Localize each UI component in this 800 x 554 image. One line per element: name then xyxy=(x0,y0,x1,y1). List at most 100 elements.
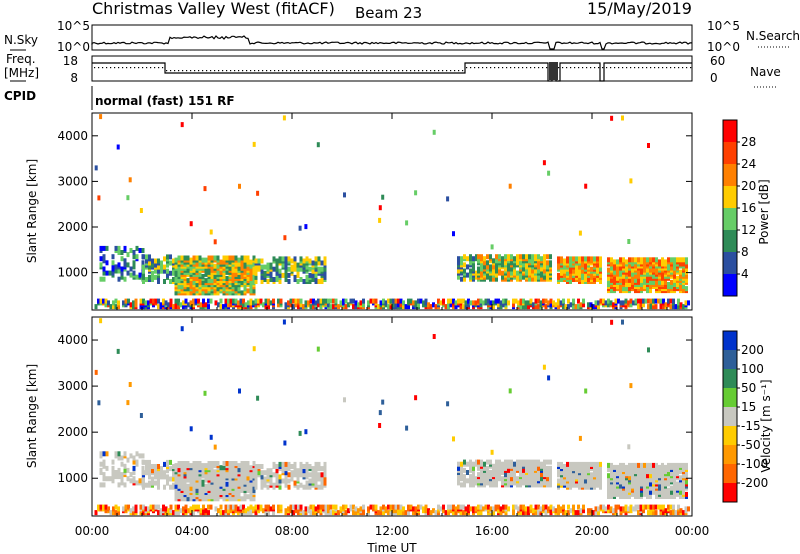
velocity-cell xyxy=(531,463,534,469)
power-cell xyxy=(480,266,483,272)
power-cell xyxy=(189,221,193,227)
power-cell xyxy=(494,298,498,304)
power-cell xyxy=(661,257,664,263)
power-cell xyxy=(142,264,145,270)
freq-gap-block xyxy=(549,62,558,80)
velocity-cell xyxy=(254,476,258,482)
power-cell xyxy=(477,254,480,260)
nsky-label: N.Sky xyxy=(4,33,38,47)
nave-dot xyxy=(474,67,476,69)
power-cell xyxy=(593,277,596,282)
velocity-cell xyxy=(439,506,443,512)
velocity-cell xyxy=(210,477,214,483)
beam-title: Beam 23 xyxy=(355,4,422,22)
power-cell xyxy=(354,304,358,310)
velocity-cell xyxy=(627,506,630,512)
velocity-cell xyxy=(417,504,420,510)
power-cell xyxy=(449,302,453,308)
velocity-cell xyxy=(492,482,495,488)
velocity-cell xyxy=(610,462,613,468)
power-cell xyxy=(409,298,413,304)
velocity-cell xyxy=(673,462,676,468)
power-cell xyxy=(667,288,670,294)
velocity-cell xyxy=(163,461,166,467)
nave-dot xyxy=(122,67,124,69)
velocity-cell xyxy=(634,494,637,499)
power-cell xyxy=(183,255,187,261)
power-cell xyxy=(634,298,638,304)
velocity-cell xyxy=(135,451,139,457)
velocity-cell xyxy=(145,482,148,488)
power-cell xyxy=(231,278,235,284)
velocity-cell xyxy=(323,480,327,486)
velocity-cell xyxy=(104,504,108,510)
velocity-cell xyxy=(625,471,628,477)
velocity-cell xyxy=(234,467,238,473)
velocity-cell xyxy=(581,461,584,467)
power-cell xyxy=(559,300,563,306)
power-cell xyxy=(281,272,285,278)
velocity-cell xyxy=(629,383,633,389)
velocity-cell xyxy=(134,508,138,514)
velocity-cell xyxy=(507,459,510,465)
power-cell xyxy=(132,250,136,255)
velocity-cell xyxy=(174,483,178,489)
velocity-cell xyxy=(613,475,616,481)
power-cell xyxy=(463,276,466,282)
velocity-cell xyxy=(147,506,150,512)
velocity-cell xyxy=(457,504,460,510)
velocity-cell xyxy=(624,504,628,510)
power-cell xyxy=(117,304,120,310)
power-cell xyxy=(504,254,507,260)
velocity-cell xyxy=(442,504,445,510)
power-cell xyxy=(489,274,492,280)
power-cell xyxy=(632,300,635,306)
power-cell xyxy=(563,264,566,270)
nave-dot xyxy=(162,67,164,69)
nave-dot xyxy=(458,70,460,72)
power-cell xyxy=(572,298,575,304)
velocity-cell xyxy=(619,462,622,468)
velocity-cell xyxy=(129,478,133,484)
velocity-cell xyxy=(560,461,563,467)
power-cell xyxy=(407,304,410,310)
power-cell xyxy=(527,300,530,306)
velocity-cell xyxy=(569,466,572,472)
power-cell xyxy=(613,269,616,275)
power-cell xyxy=(260,279,264,284)
velocity-cell xyxy=(177,504,180,510)
power-cell xyxy=(152,298,155,304)
velocity-cell xyxy=(174,463,178,469)
power-cell xyxy=(177,278,181,284)
power-cell xyxy=(182,300,185,306)
power-cell xyxy=(664,259,667,265)
power-cell xyxy=(504,266,507,272)
power-cell xyxy=(246,255,250,261)
velocity-cell xyxy=(281,461,285,467)
velocity-cell xyxy=(374,504,378,510)
velocity-cell xyxy=(549,504,553,510)
velocity-cell xyxy=(655,475,658,481)
nave-dot xyxy=(146,67,148,69)
nave-dot xyxy=(354,70,356,72)
velocity-cell xyxy=(246,481,250,487)
velocity-cell xyxy=(466,470,469,475)
velocity-cell xyxy=(126,400,130,406)
power-cell xyxy=(499,300,503,306)
nave-dot xyxy=(614,67,616,69)
power-cell xyxy=(254,279,258,284)
power-cell xyxy=(596,277,599,282)
power-cell xyxy=(289,302,293,308)
power-cell xyxy=(311,260,315,266)
velocity-cell xyxy=(172,482,175,488)
velocity-cell xyxy=(169,459,172,465)
velocity-cell xyxy=(652,504,655,510)
velocity-cell xyxy=(397,508,400,514)
velocity-cell xyxy=(317,508,320,514)
power-cell xyxy=(547,170,551,176)
velocity-cell xyxy=(157,510,160,516)
nave-dot xyxy=(574,67,576,69)
velocity-cell xyxy=(163,474,166,480)
velocity-cell xyxy=(296,484,300,490)
nave-dot xyxy=(218,70,220,72)
